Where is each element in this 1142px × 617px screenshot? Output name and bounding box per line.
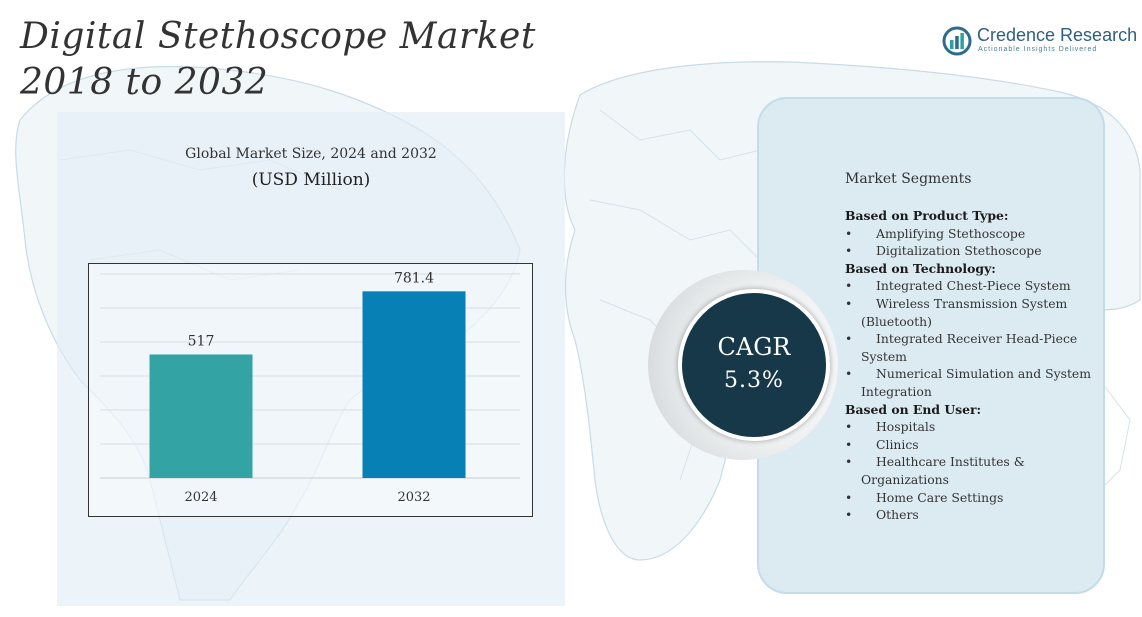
segment-item: Others (845, 506, 1107, 524)
segment-item: Clinics (845, 436, 1107, 454)
category-tick-label: 2032 (397, 490, 430, 505)
segment-item: Numerical Simulation and System Integrat… (845, 365, 1107, 400)
segment-group-title: Based on End User: (845, 401, 982, 417)
market-size-panel (57, 112, 565, 606)
company-logo: Credence Research Actionable Insights De… (942, 25, 1138, 58)
segment-item-label: Digitalization Stethoscope (876, 243, 1042, 259)
segment-item: Integrated Receiver Head-Piece System (845, 330, 1107, 365)
segment-item: Healthcare Institutes & Organizations (845, 453, 1107, 488)
segment-item-label: Numerical Simulation and System Integrat… (861, 366, 1092, 399)
market-size-bar-chart: 517 2024 781.4 2032 (100, 270, 520, 505)
chart-title: Global Market Size, 2024 and 2032 (185, 146, 437, 162)
segment-item: Home Care Settings (845, 489, 1107, 507)
cagr-badge (678, 289, 830, 441)
segment-group-title: Based on Product Type: (845, 208, 1009, 223)
segment-item: Hospitals (845, 418, 1107, 436)
bar-2024 (149, 354, 253, 478)
segment-item-label: Amplifying Stethoscope (876, 225, 1026, 241)
segment-item-label: Integrated Chest-Piece System (876, 278, 1071, 294)
segment-item: Integrated Chest-Piece System (845, 277, 1107, 295)
bar-2032 (362, 291, 466, 478)
segment-item: Wireless Transmission System (Bluetooth) (845, 295, 1107, 330)
title-line-1: Digital Stethoscope Market (20, 16, 536, 57)
segment-item-label: Healthcare Institutes & Organizations (861, 454, 1025, 487)
segment-item: Amplifying Stethoscope (845, 225, 1107, 243)
segment-item-label: Integrated Receiver Head-Piece System (861, 331, 1078, 364)
logo-name: Credence Research (977, 25, 1138, 45)
category-tick-label: 2024 (184, 490, 217, 505)
segment-item-label: Clinics (876, 436, 919, 452)
bar-value-label: 517 (188, 333, 215, 349)
cagr-label: CAGR (717, 333, 791, 361)
bar-value-label: 781.4 (394, 270, 434, 286)
page-title: Digital Stethoscope Market 2018 to 2032 (20, 14, 580, 106)
segment-item: Digitalization Stethoscope (845, 242, 1107, 260)
chart-subtitle: (USD Million) (251, 170, 371, 190)
segment-group-title: Based on Technology: (845, 260, 996, 276)
logo-tagline: Actionable Insights Delivered (978, 46, 1098, 53)
bar-chart-logo-icon (942, 26, 972, 56)
title-line-2: 2018 to 2032 (20, 62, 269, 103)
segment-item-label: Wireless Transmission System (Bluetooth) (861, 295, 1068, 329)
segment-item-label: Others (876, 507, 919, 523)
segment-item-label: Hospitals (876, 419, 936, 435)
segment-item-label: Home Care Settings (876, 489, 1004, 505)
cagr-value: 5.3% (724, 368, 784, 393)
segments-heading: Market Segments (845, 171, 972, 187)
segments-list: Based on Product Type: Amplifying Stethos… (845, 207, 1107, 524)
